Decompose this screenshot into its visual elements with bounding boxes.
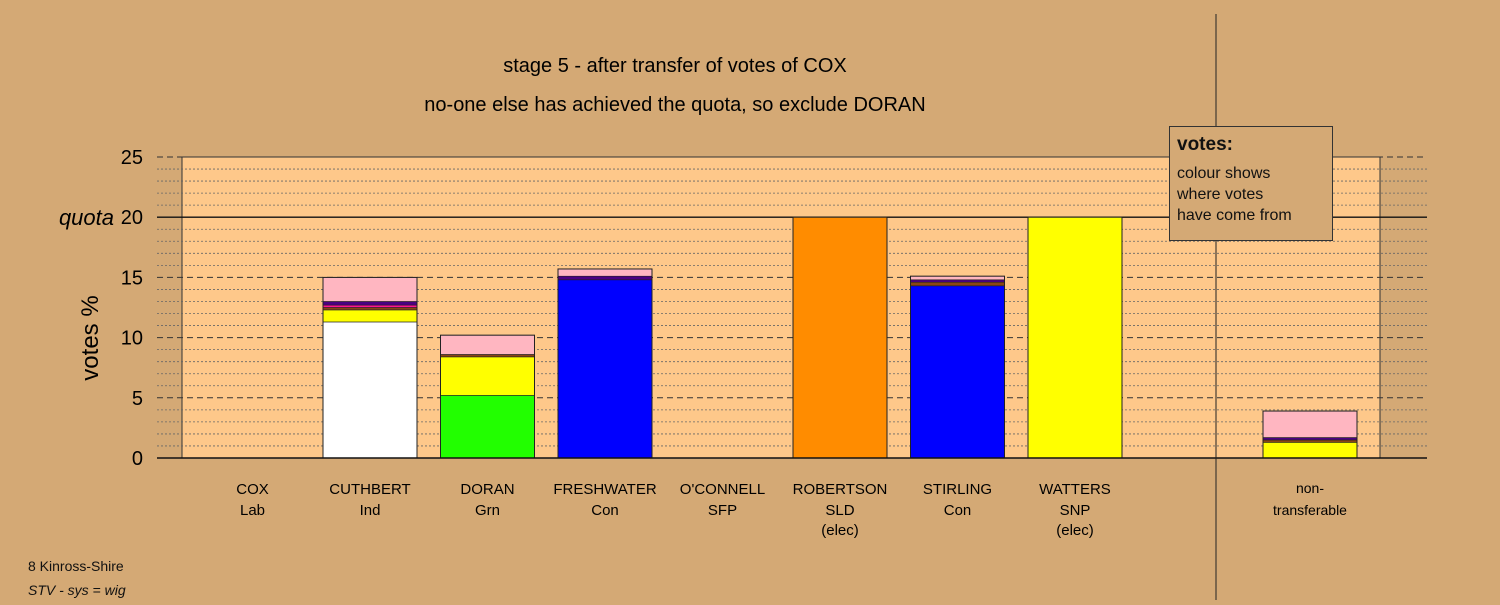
y-tick-label: 25	[121, 147, 143, 169]
bar-doran-segment	[440, 354, 535, 358]
candidate-party-label: Con	[944, 502, 972, 519]
chart-title: stage 5 - after transfer of votes of COX	[503, 55, 847, 77]
nontransferable-label: transferable	[1273, 502, 1347, 518]
candidate-name-label: FRESHWATER	[553, 481, 656, 498]
bar-nontransferable-segment	[1262, 442, 1358, 459]
y-axis-title: votes %	[77, 295, 104, 380]
bar-cuthbert-segment	[322, 304, 418, 308]
candidate-party-label: SFP	[708, 502, 737, 519]
bar-stirling-segment	[910, 275, 1005, 281]
bar-robertson-segment	[792, 216, 888, 459]
bar-cuthbert-segment	[322, 321, 418, 459]
legend-title: votes:	[1177, 134, 1233, 155]
candidate-name-label: DORAN	[460, 481, 514, 498]
candidate-name-label: ROBERTSON	[793, 481, 888, 498]
bar-stirling-segment	[910, 279, 1005, 283]
candidate-party-label: SLD	[825, 502, 854, 519]
candidate-name-label: CUTHBERT	[329, 481, 410, 498]
candidate-name-label: COX	[236, 481, 269, 498]
legend-box: votes: colour shows where votes have com…	[1169, 126, 1333, 241]
candidate-party-label: SNP	[1060, 502, 1091, 519]
candidate-name-label: WATTERS	[1039, 481, 1111, 498]
legend-line-2: where votes	[1177, 186, 1264, 203]
constituency-label: 8 Kinross-Shire	[28, 558, 124, 574]
bar-nontransferable-segment	[1262, 437, 1358, 441]
y-tick-label: 15	[121, 267, 143, 289]
candidate-party-label: Con	[591, 502, 619, 519]
bar-freshwater-segment	[557, 268, 653, 277]
y-tick-label: 5	[132, 388, 143, 410]
bar-stirling-segment	[910, 285, 1005, 459]
bar-cuthbert-segment	[322, 309, 418, 323]
candidate-party-label: Grn	[475, 502, 500, 519]
bar-cuthbert-segment	[322, 307, 418, 311]
system-label: STV - sys = wig	[28, 582, 126, 598]
candidate-status-label: (elec)	[821, 522, 859, 539]
quota-label: quota	[59, 205, 114, 230]
legend-line-3: have come from	[1177, 207, 1292, 224]
candidate-status-label: (elec)	[1056, 522, 1094, 539]
bar-doran-segment	[440, 356, 535, 396]
candidate-party-label: Lab	[240, 502, 265, 519]
bar-cuthbert-segment	[322, 301, 418, 306]
bar-doran-segment	[440, 395, 535, 459]
candidate-name-label: O'CONNELL	[680, 481, 765, 498]
y-tick-label: 0	[132, 448, 143, 470]
y-tick-label: 10	[121, 328, 143, 350]
candidate-party-label: Ind	[360, 502, 381, 519]
bar-cuthbert-segment	[322, 277, 418, 302]
chart-subtitle: no-one else has achieved the quota, so e…	[424, 94, 925, 116]
bar-doran-segment	[440, 334, 535, 355]
bar-freshwater-segment	[557, 275, 653, 281]
bar-stirling-segment	[910, 281, 1005, 287]
bar-watters-segment	[1027, 216, 1123, 459]
legend-line-1: colour shows	[1177, 165, 1271, 182]
nontransferable-label: non-	[1296, 480, 1324, 496]
candidate-name-label: STIRLING	[923, 481, 992, 498]
bar-freshwater-segment	[557, 279, 653, 459]
bar-nontransferable-segment	[1262, 439, 1358, 443]
y-tick-label: 20	[121, 207, 143, 229]
bar-nontransferable-segment	[1262, 410, 1358, 438]
